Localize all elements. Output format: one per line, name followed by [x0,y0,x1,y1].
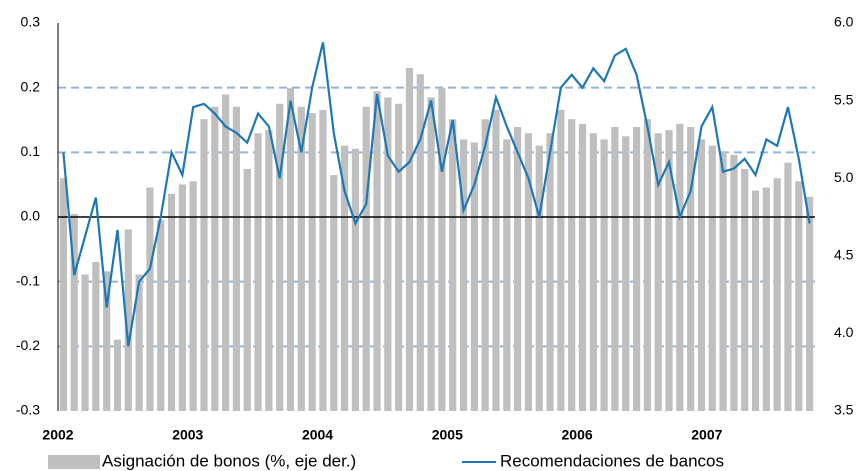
bar [665,130,673,411]
bar [622,136,630,411]
bar [70,213,78,411]
bar [265,130,273,411]
bar [514,126,522,411]
bar [654,133,662,411]
y-tick-label: 0.1 [21,143,41,159]
y2-tick-label: 6.0 [834,14,854,30]
y-tick-label: -0.3 [16,402,40,418]
bar [124,229,132,411]
x-tick-label: 2005 [432,427,463,443]
bar [92,262,100,411]
bar [611,126,619,411]
bar [741,168,749,411]
bar [200,119,208,411]
bar [708,145,716,411]
bar [773,178,781,411]
y2-tick-label: 4.5 [834,247,854,263]
legend-swatch [48,455,100,469]
bar [784,162,792,411]
bar [416,74,424,411]
bar [438,88,446,412]
bar [395,103,403,411]
bar [59,178,68,411]
bar [113,339,122,411]
bar [330,175,338,411]
bar [730,154,738,412]
bar [157,220,165,411]
legend-label: Recomendaciones de bancos [500,451,724,470]
bar [805,196,814,411]
y-tick-label: 0.2 [21,78,41,94]
bar [762,187,770,411]
bar [254,133,262,411]
bar [405,68,414,412]
bar [643,119,651,411]
bar [178,184,186,411]
y2-tick-label: 5.0 [834,169,854,185]
y2-tick-label: 3.5 [834,402,854,418]
y-tick-label: 0.0 [21,208,41,224]
bar [243,168,251,411]
x-tick-label: 2002 [42,427,73,443]
bar [135,274,143,411]
bar [557,109,565,412]
y-tick-label: -0.1 [16,272,40,288]
bar [481,119,489,411]
bar [546,133,554,411]
bar [459,139,468,411]
bar [340,145,349,411]
bar [384,97,392,411]
bar [373,91,381,412]
bar [449,119,457,411]
bar [503,139,511,411]
bar [167,193,176,411]
bar [362,106,370,412]
bar [103,271,111,411]
bar [719,151,727,412]
bar [427,97,435,411]
bar [524,133,533,411]
bar [222,94,230,411]
y-tick-label: 0.3 [21,14,41,30]
bar [211,106,219,412]
bar [632,126,641,411]
x-tick-label: 2003 [172,427,203,443]
bar [470,142,478,411]
bar [308,113,316,412]
bar [81,274,89,411]
line [62,42,811,347]
bar [676,123,684,411]
bar [795,181,803,411]
bar [351,148,359,411]
bar [589,133,597,411]
bar [189,181,197,411]
bar [568,119,576,411]
bar [286,88,295,412]
bar [697,139,706,411]
bar [600,139,608,411]
bar [232,106,241,412]
bar [297,106,305,412]
bar [319,109,327,412]
bar [578,123,587,411]
x-tick-label: 2006 [562,427,593,443]
x-tick-label: 2007 [691,427,722,443]
y-tick-label: -0.2 [16,337,40,353]
y2-tick-label: 5.5 [834,91,854,107]
x-tick-label: 2004 [302,427,333,443]
bar [535,145,543,411]
y2-tick-label: 4.0 [834,324,854,340]
legend-label: Asignación de bonos (%, eje der.) [102,451,356,470]
bar [492,109,500,412]
bar [751,190,760,411]
bar [687,126,695,411]
bar [146,187,154,411]
bar [276,103,284,411]
